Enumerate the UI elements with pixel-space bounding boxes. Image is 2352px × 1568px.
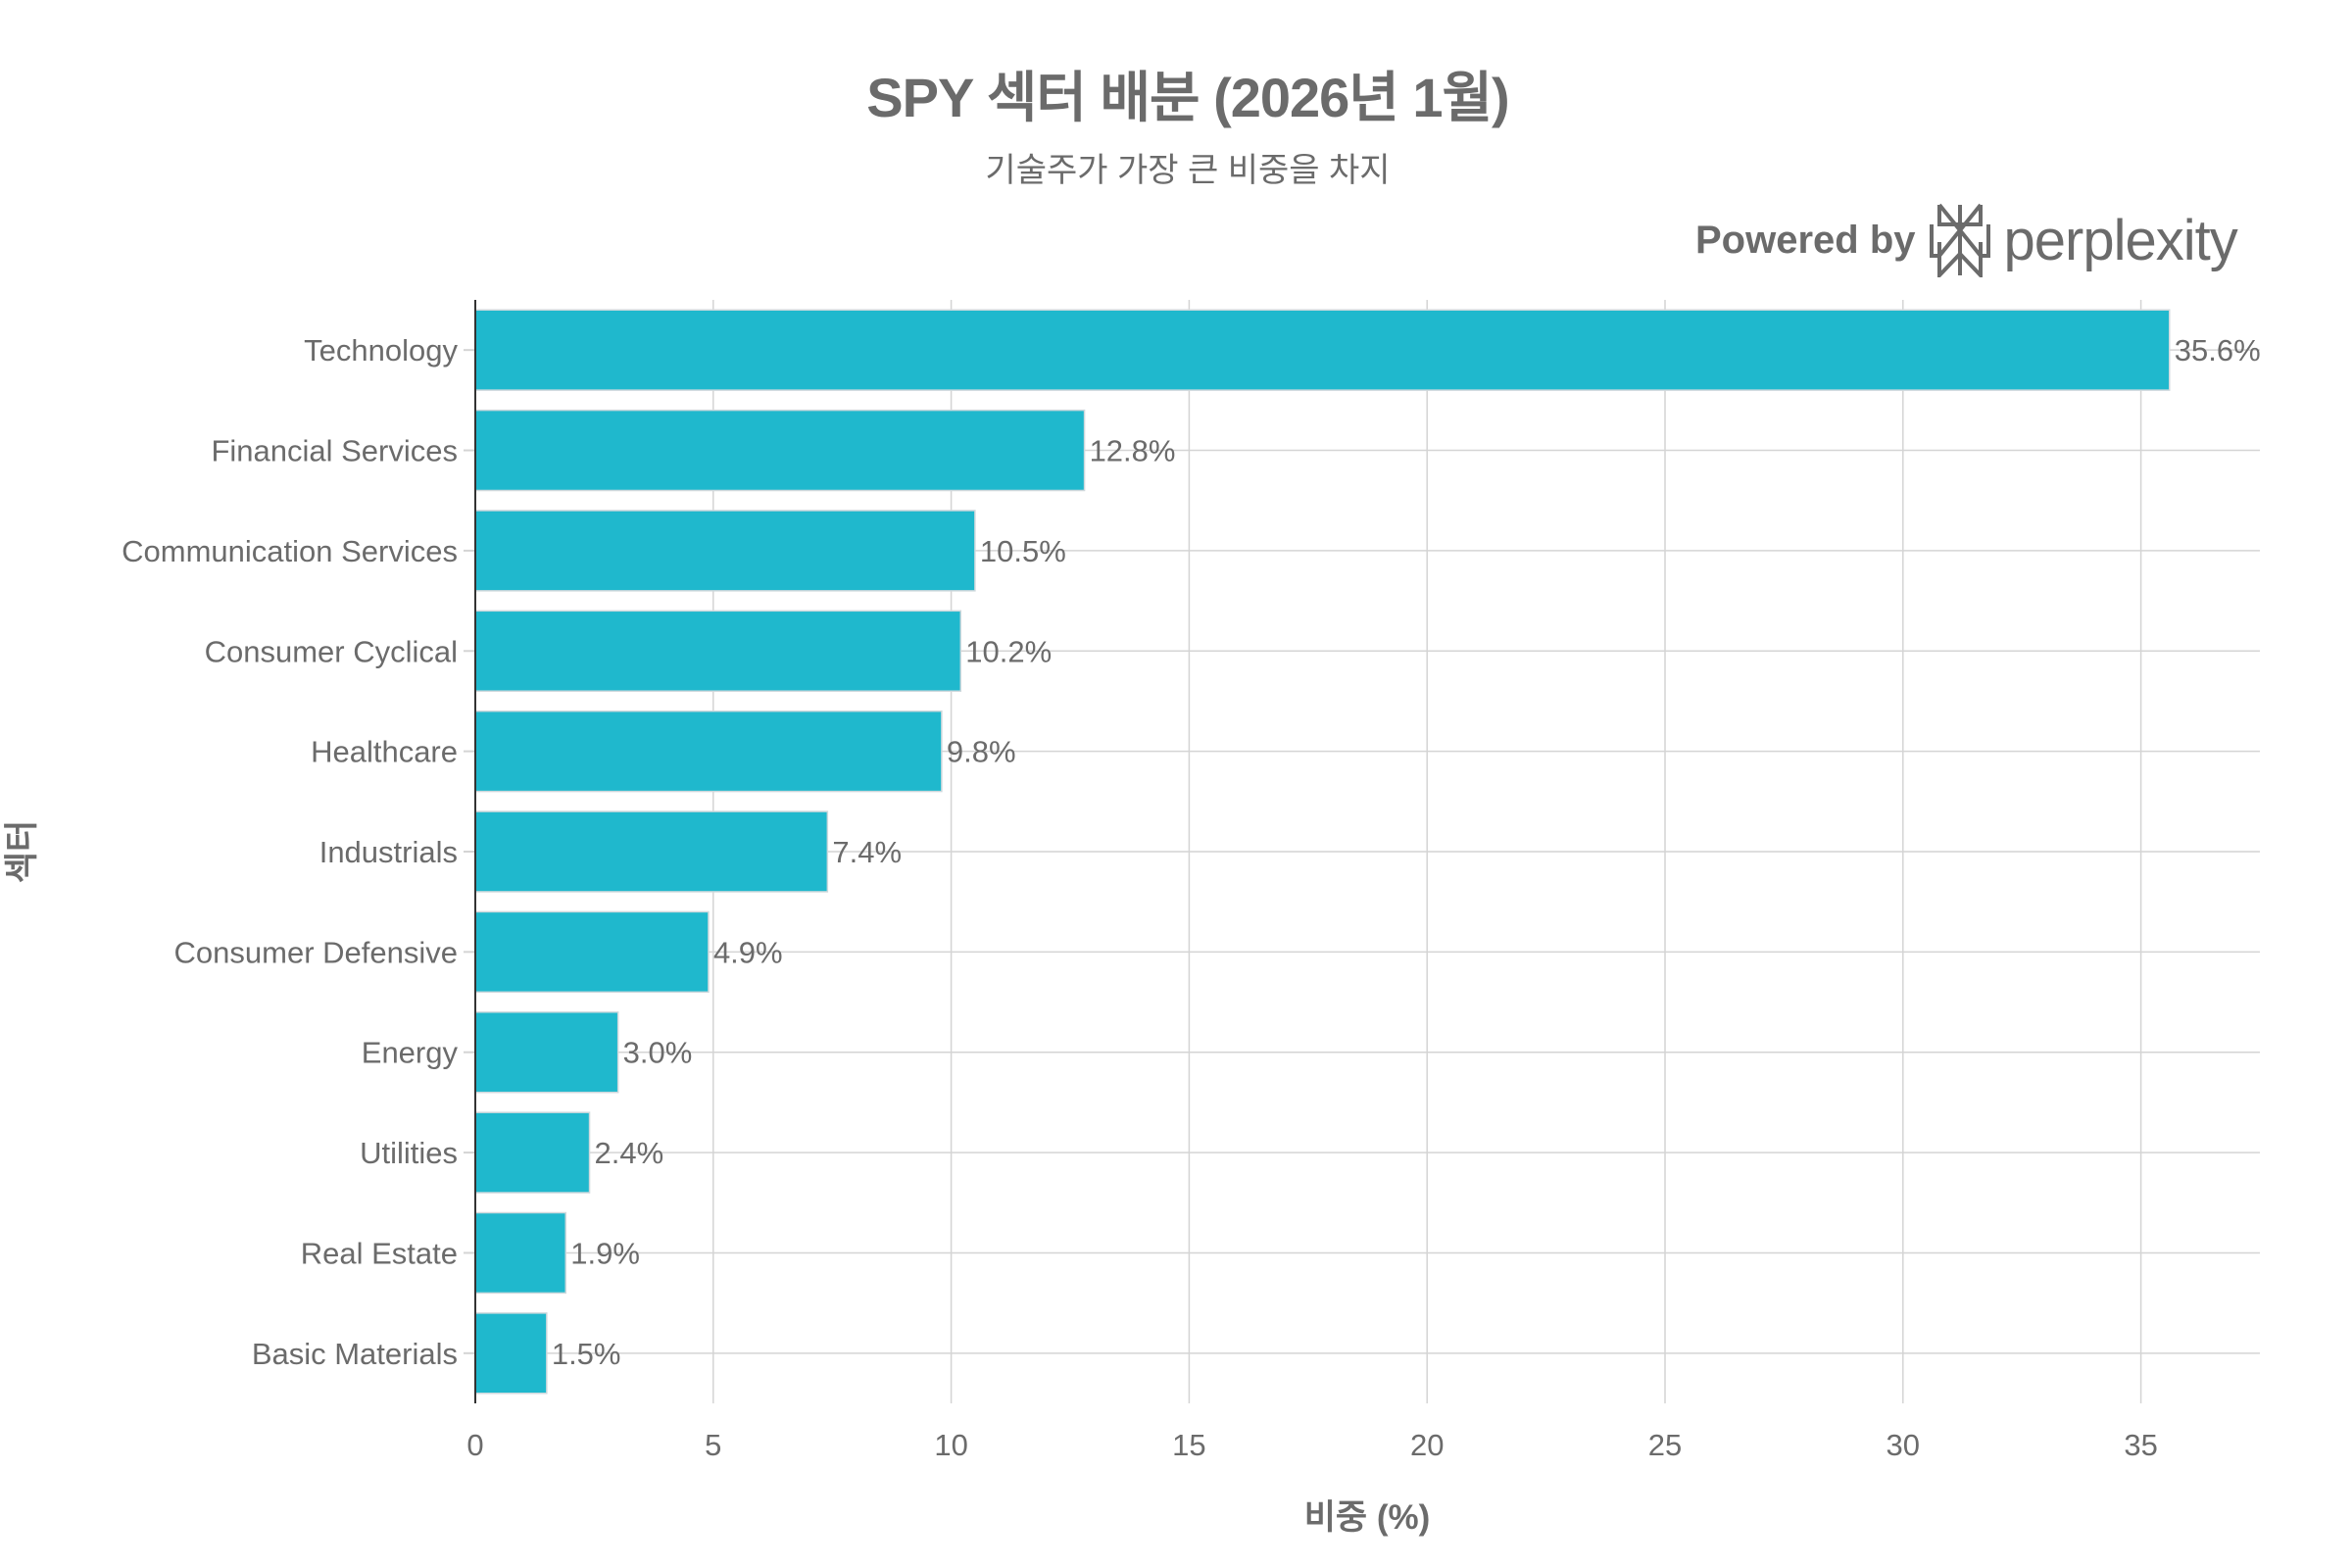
bar-utilities xyxy=(474,1111,591,1194)
bar-industrials xyxy=(474,810,829,893)
data-label: 35.6% xyxy=(2175,333,2261,368)
y-tick-label: Real Estate xyxy=(301,1236,458,1270)
bar-financial-services xyxy=(474,409,1086,492)
bar-communication-services xyxy=(474,510,976,592)
bar-consumer-cyclical xyxy=(474,610,962,692)
y-tick-label: Technology xyxy=(304,333,458,368)
perplexity-logo-icon xyxy=(1929,203,1990,277)
perplexity-wordmark: perplexity xyxy=(2003,208,2238,272)
data-label: 9.8% xyxy=(947,735,1016,769)
x-tick-label: 0 xyxy=(466,1428,483,1462)
y-tick-label: Consumer Cyclical xyxy=(205,634,458,668)
data-label: 12.8% xyxy=(1090,434,1176,468)
data-label: 10.5% xyxy=(980,534,1066,568)
x-tick-label: 5 xyxy=(705,1428,721,1462)
bar-real-estate xyxy=(474,1211,567,1295)
y-tick-label: Energy xyxy=(362,1036,459,1070)
bar-energy xyxy=(474,1011,619,1094)
x-tick-label: 15 xyxy=(1172,1428,1205,1462)
y-tick-label: Utilities xyxy=(360,1136,458,1170)
y-tick-label: Financial Services xyxy=(211,434,458,468)
data-label: 10.2% xyxy=(965,634,1052,668)
powered-by-text: Powered by xyxy=(1695,218,1916,262)
x-tick-label: 20 xyxy=(1410,1428,1444,1462)
bar-technology xyxy=(474,309,2171,391)
data-label: 1.5% xyxy=(552,1337,621,1371)
data-label: 1.9% xyxy=(570,1236,640,1270)
perplexity-branding: Powered by perplexity xyxy=(1695,201,2238,279)
y-tick-label: Industrials xyxy=(319,835,458,869)
x-tick-label: 30 xyxy=(1886,1428,1920,1462)
y-tick-label: Consumer Defensive xyxy=(174,935,458,969)
bar-basic-materials xyxy=(474,1312,548,1395)
x-tick-label: 35 xyxy=(2124,1428,2157,1462)
bar-consumer-defensive xyxy=(474,910,710,994)
x-tick-label: 10 xyxy=(934,1428,967,1462)
y-axis-title: 섹터 xyxy=(3,820,41,883)
y-tick-label: Basic Materials xyxy=(252,1337,458,1371)
x-tick-label: 25 xyxy=(1648,1428,1682,1462)
y-tick-label: Communication Services xyxy=(122,534,458,568)
y-tick-label: Healthcare xyxy=(311,735,458,769)
x-axis-title: 비중 (%) xyxy=(1304,1498,1431,1537)
data-label: 7.4% xyxy=(832,835,902,869)
data-label: 2.4% xyxy=(595,1136,664,1170)
data-label: 4.9% xyxy=(713,935,783,969)
chart-subtitle: 기술주가 가장 큰 비중을 차지 xyxy=(985,152,1391,189)
chart-title: SPY 섹터 배분 (2026년 1월) xyxy=(866,67,1509,128)
data-label: 3.0% xyxy=(623,1036,693,1070)
bar-healthcare xyxy=(474,710,943,793)
